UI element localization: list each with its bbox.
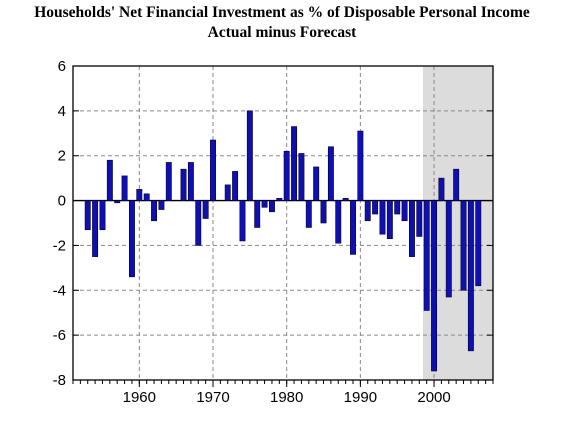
y-tick-label: -4 [53,282,66,299]
bar-2001 [438,177,445,201]
bar-1987 [335,200,342,244]
x-tick-label: 1980 [270,389,303,406]
bar-1968 [195,200,202,246]
bar-1976 [254,200,261,228]
x-tick-label: 1970 [196,389,229,406]
y-tick-label: -6 [53,327,66,344]
bar-1992 [372,200,379,215]
bar-1999 [423,200,430,311]
bar-1982 [298,153,305,201]
bar-1997 [408,200,415,257]
bar-2002 [445,200,452,298]
bar-2005 [467,200,474,352]
bar-1983 [305,200,312,228]
bar-1954 [92,200,99,257]
bar-1990 [357,130,364,201]
bar-1970 [210,139,216,201]
bar-1961 [143,193,150,201]
bar-2006 [475,200,482,287]
bar-1989 [350,200,356,255]
bar-1988 [342,198,349,201]
bar-1974 [239,200,246,242]
bar-1984 [313,166,320,201]
bar-1957 [114,200,121,204]
plot-border [72,65,494,381]
bar-1958 [121,175,128,201]
y-tick-label: -2 [53,237,66,254]
y-tick-label: 2 [58,148,66,165]
bar-1980 [283,150,290,201]
bar-1967 [187,162,194,201]
bar-1963 [158,200,165,210]
bar-1995 [394,200,401,215]
y-tick-label: 6 [58,58,66,75]
chart-title: Households' Net Financial Investment as … [34,4,530,21]
bar-1975 [246,110,253,201]
bar-1962 [151,200,158,222]
bar-1991 [364,200,371,222]
bar-1955 [99,200,106,231]
bar-1960 [136,189,143,201]
bar-1959 [128,200,135,278]
y-tick-label: 0 [58,193,66,210]
y-tick-label: 4 [58,103,66,120]
bar-1973 [232,171,239,201]
bar-1978 [268,200,275,213]
bar-2004 [460,200,467,291]
chart-subtitle: Actual minus Forecast [207,24,357,41]
x-tick-label: 2000 [417,389,450,406]
bar-1969 [202,200,209,219]
bar-1977 [261,200,268,208]
bar-1994 [386,200,393,240]
bar-1993 [379,200,386,235]
bar-1981 [291,126,298,201]
bar-1964 [165,162,172,201]
bar-1996 [401,200,408,222]
bar-1979 [276,198,283,201]
bar-1953 [84,200,91,231]
x-tick-label: 1960 [123,389,156,406]
y-tick-label: -8 [53,372,66,389]
bar-2000 [431,200,438,372]
bar-1985 [320,200,327,224]
bar-1956 [106,159,113,201]
x-tick-label: 1990 [344,389,377,406]
bar-2003 [453,168,460,201]
bar-1966 [180,168,187,201]
bar-1986 [327,146,334,201]
bar-1972 [224,184,231,201]
bar-1998 [416,200,423,237]
